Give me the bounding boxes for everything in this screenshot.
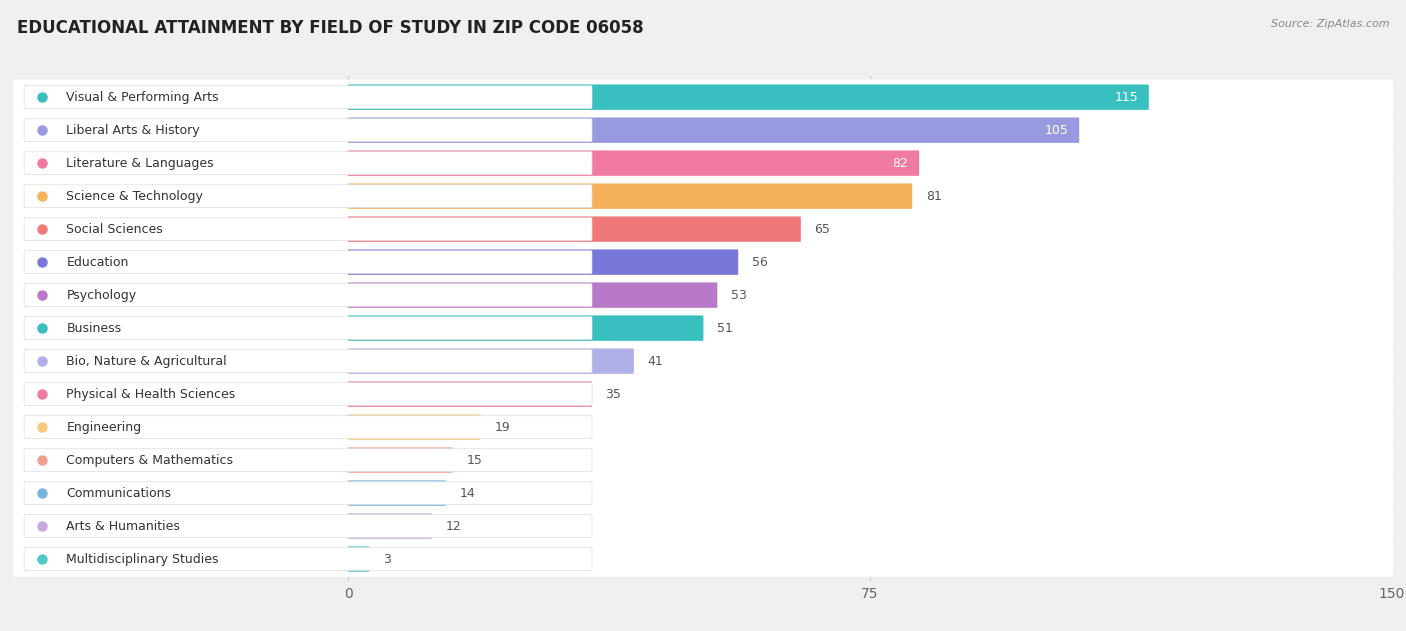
Text: 82: 82	[893, 156, 908, 170]
Text: 56: 56	[752, 256, 768, 269]
FancyBboxPatch shape	[13, 179, 1393, 214]
FancyBboxPatch shape	[24, 317, 592, 339]
FancyBboxPatch shape	[347, 546, 370, 572]
Text: 12: 12	[446, 519, 461, 533]
FancyBboxPatch shape	[347, 150, 920, 176]
Text: Physical & Health Sciences: Physical & Health Sciences	[66, 387, 235, 401]
Text: Bio, Nature & Agricultural: Bio, Nature & Agricultural	[66, 355, 226, 368]
FancyBboxPatch shape	[24, 449, 592, 471]
Text: 65: 65	[814, 223, 830, 235]
FancyBboxPatch shape	[13, 211, 1393, 247]
Text: 53: 53	[731, 288, 747, 302]
FancyBboxPatch shape	[13, 509, 1393, 544]
Text: 41: 41	[647, 355, 664, 368]
FancyBboxPatch shape	[347, 117, 1080, 143]
FancyBboxPatch shape	[347, 184, 912, 209]
FancyBboxPatch shape	[24, 152, 592, 175]
FancyBboxPatch shape	[13, 343, 1393, 379]
Text: Literature & Languages: Literature & Languages	[66, 156, 214, 170]
FancyBboxPatch shape	[13, 541, 1393, 577]
FancyBboxPatch shape	[24, 119, 592, 141]
Text: Multidisciplinary Studies: Multidisciplinary Studies	[66, 553, 219, 565]
FancyBboxPatch shape	[13, 475, 1393, 510]
FancyBboxPatch shape	[347, 381, 592, 407]
Text: 3: 3	[382, 553, 391, 565]
FancyBboxPatch shape	[347, 216, 801, 242]
Text: Visual & Performing Arts: Visual & Performing Arts	[66, 91, 219, 103]
Text: 51: 51	[717, 322, 733, 334]
FancyBboxPatch shape	[347, 249, 738, 275]
FancyBboxPatch shape	[13, 112, 1393, 148]
Text: Engineering: Engineering	[66, 421, 142, 433]
FancyBboxPatch shape	[24, 548, 592, 570]
FancyBboxPatch shape	[24, 218, 592, 240]
Text: Education: Education	[66, 256, 128, 269]
FancyBboxPatch shape	[24, 251, 592, 273]
FancyBboxPatch shape	[13, 244, 1393, 280]
Text: 105: 105	[1045, 124, 1069, 137]
FancyBboxPatch shape	[24, 416, 592, 439]
Text: 35: 35	[606, 387, 621, 401]
Text: Liberal Arts & History: Liberal Arts & History	[66, 124, 200, 137]
FancyBboxPatch shape	[347, 447, 453, 473]
Text: 115: 115	[1114, 91, 1137, 103]
Text: 19: 19	[495, 421, 510, 433]
Text: Computers & Mathematics: Computers & Mathematics	[66, 454, 233, 466]
Text: 14: 14	[460, 487, 475, 500]
FancyBboxPatch shape	[24, 481, 592, 504]
Text: Arts & Humanities: Arts & Humanities	[66, 519, 180, 533]
FancyBboxPatch shape	[347, 480, 446, 506]
FancyBboxPatch shape	[24, 350, 592, 372]
Text: Business: Business	[66, 322, 121, 334]
Text: Science & Technology: Science & Technology	[66, 190, 202, 203]
Text: 81: 81	[925, 190, 942, 203]
FancyBboxPatch shape	[24, 86, 592, 109]
FancyBboxPatch shape	[24, 284, 592, 307]
FancyBboxPatch shape	[13, 377, 1393, 412]
FancyBboxPatch shape	[24, 515, 592, 538]
FancyBboxPatch shape	[13, 442, 1393, 478]
FancyBboxPatch shape	[347, 316, 703, 341]
Text: Psychology: Psychology	[66, 288, 136, 302]
Text: Social Sciences: Social Sciences	[66, 223, 163, 235]
Text: 15: 15	[467, 454, 482, 466]
FancyBboxPatch shape	[13, 146, 1393, 181]
FancyBboxPatch shape	[13, 278, 1393, 313]
Text: Source: ZipAtlas.com: Source: ZipAtlas.com	[1271, 19, 1389, 29]
Text: Communications: Communications	[66, 487, 172, 500]
FancyBboxPatch shape	[347, 514, 432, 539]
FancyBboxPatch shape	[347, 283, 717, 308]
Text: EDUCATIONAL ATTAINMENT BY FIELD OF STUDY IN ZIP CODE 06058: EDUCATIONAL ATTAINMENT BY FIELD OF STUDY…	[17, 19, 644, 37]
FancyBboxPatch shape	[13, 310, 1393, 346]
FancyBboxPatch shape	[347, 415, 481, 440]
FancyBboxPatch shape	[347, 348, 634, 374]
FancyBboxPatch shape	[347, 85, 1149, 110]
FancyBboxPatch shape	[24, 383, 592, 406]
FancyBboxPatch shape	[24, 185, 592, 208]
FancyBboxPatch shape	[13, 410, 1393, 445]
FancyBboxPatch shape	[13, 80, 1393, 115]
